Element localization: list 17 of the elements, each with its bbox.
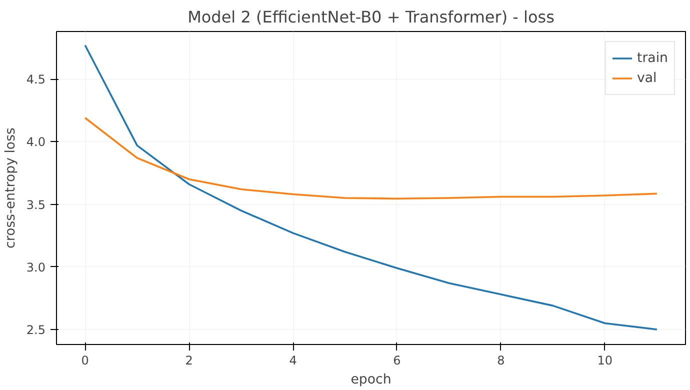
line-series <box>84 116 658 200</box>
y-tick-label: 2.5 <box>26 322 46 337</box>
x-axis-title: epoch <box>350 372 392 388</box>
legend-label: train <box>636 50 668 66</box>
y-tick-label: 4.0 <box>26 135 46 150</box>
x-tick-label: 0 <box>81 354 89 368</box>
y-tick-label: 3.0 <box>26 260 46 274</box>
x-tick-label: 4 <box>289 354 297 368</box>
y-tick-label: 4.5 <box>26 72 46 87</box>
x-tick-label: 6 <box>393 354 401 368</box>
x-tick-label: 2 <box>185 354 193 368</box>
x-tick-label: 10 <box>597 354 613 368</box>
y-tick-label: 3.5 <box>26 198 46 212</box>
legend-label: val <box>636 70 657 86</box>
y-axis-title: cross-entropy loss <box>3 127 18 248</box>
chart-title: Model 2 (EfficientNet-B0 + Transformer) - loss <box>188 8 554 26</box>
x-tick-label: 8 <box>497 354 505 368</box>
